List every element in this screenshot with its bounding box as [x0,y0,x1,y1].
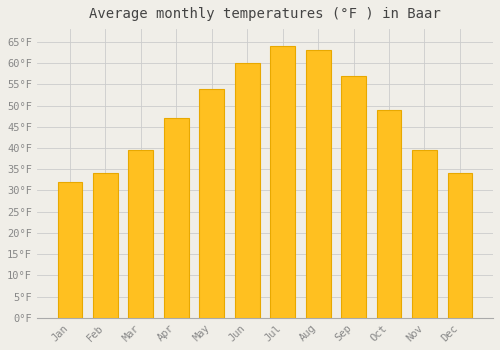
Title: Average monthly temperatures (°F ) in Baar: Average monthly temperatures (°F ) in Ba… [89,7,441,21]
Bar [235,63,260,318]
Bar [306,50,330,318]
Bar [270,46,295,318]
Bar [412,150,437,318]
Bar [448,174,472,318]
Bar [58,182,82,318]
Bar [376,110,402,318]
Bar [93,174,118,318]
Bar [164,118,188,318]
Bar [200,89,224,318]
Bar [341,76,366,318]
Bar [128,150,154,318]
